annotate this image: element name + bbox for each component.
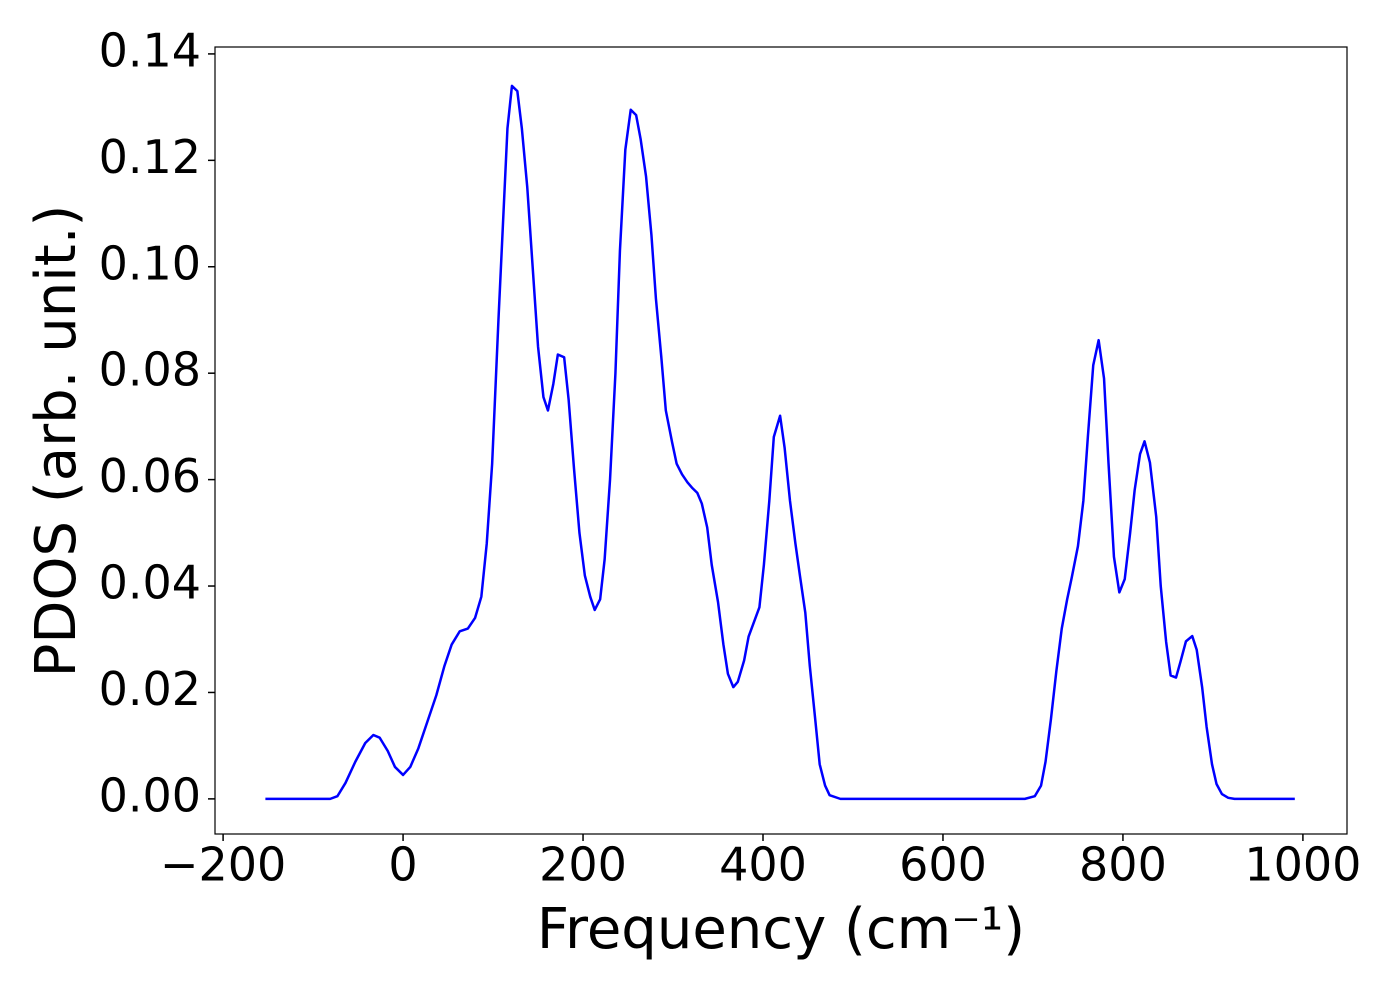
x-tick-label: −200 <box>160 838 286 892</box>
x-tick-label: 1000 <box>1244 838 1361 892</box>
data-line <box>265 84 1295 801</box>
y-axis-label: PDOS (arb. unit.) <box>24 205 89 678</box>
x-tick-label: 600 <box>899 838 987 892</box>
x-tick-label: 0 <box>388 838 417 892</box>
y-tick-label: 0.02 <box>99 662 201 716</box>
y-tick-label: 0.08 <box>99 343 201 397</box>
x-axis-label: Frequency (cm⁻¹) <box>537 897 1025 962</box>
x-tick-label: 800 <box>1079 838 1167 892</box>
y-tick-label: 0.06 <box>99 449 201 503</box>
y-tick-label: 0.10 <box>99 236 201 290</box>
x-tick-label: 200 <box>539 838 627 892</box>
x-tick-label: 400 <box>719 838 807 892</box>
plot-frame <box>214 46 1348 835</box>
y-tick-label: 0.12 <box>99 130 201 184</box>
y-tick-label: 0.04 <box>99 556 201 610</box>
y-tick-label: 0.00 <box>99 768 201 822</box>
y-tick-label: 0.14 <box>99 23 201 77</box>
